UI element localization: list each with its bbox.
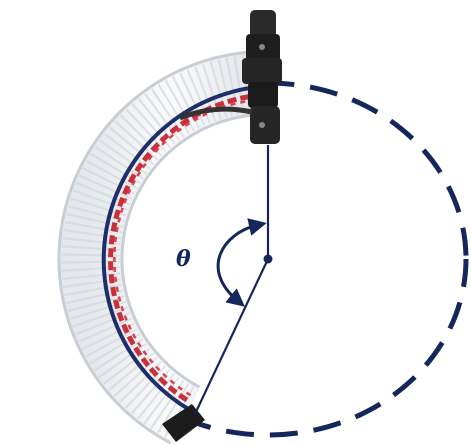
center-point: [263, 254, 273, 264]
angle-arc-arrow: [216, 218, 267, 307]
angle-label: θ: [176, 246, 191, 272]
soft-tube-ridges: [61, 53, 269, 441]
radius-line-angled: [194, 258, 269, 415]
navy-strain-layer: [101, 84, 269, 412]
red-fiber: [108, 92, 263, 405]
top-connector: [179, 10, 282, 144]
